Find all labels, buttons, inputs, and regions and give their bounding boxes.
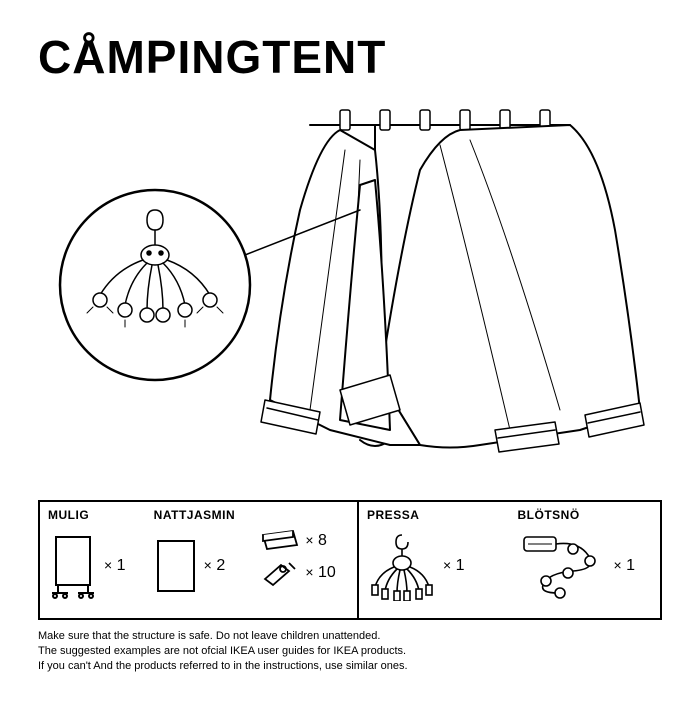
qty-text: × 8 xyxy=(305,532,327,550)
parts-col-nattjasmin: NATTJASMIN × 2 xyxy=(146,502,252,618)
part-label: MULIG xyxy=(48,508,138,522)
parts-col-pressa: PRESSA xyxy=(357,502,510,618)
rack-icon xyxy=(48,531,98,601)
qty-text: × 1 xyxy=(614,557,636,575)
parts-col-mulig: MULIG × 1 xyxy=(40,502,146,618)
product-title: CÅMPINGTENT xyxy=(38,30,386,84)
qty-text: × 2 xyxy=(204,557,226,575)
parts-panel: MULIG × 1 NATTJASMIN xyxy=(38,500,662,620)
qty-text: × 1 xyxy=(104,557,126,575)
footnote: Make sure that the structure is safe. Do… xyxy=(38,629,662,674)
instruction-page: CÅMPINGTENT xyxy=(10,10,690,690)
qty-text: × 10 xyxy=(305,564,335,582)
footnote-line: Make sure that the structure is safe. Do… xyxy=(38,629,662,644)
sheet-icon xyxy=(154,537,198,595)
main-illustration xyxy=(40,90,660,490)
part-label: BLÖTSNÖ xyxy=(518,508,653,522)
part-label: NATTJASMIN xyxy=(154,508,244,522)
peg-icon xyxy=(259,559,301,587)
footnote-line: If you can't And the products referred t… xyxy=(38,659,662,674)
lights-icon xyxy=(518,531,608,601)
hanger-icon xyxy=(367,531,437,601)
part-label: PRESSA xyxy=(367,508,502,522)
qty-text: × 1 xyxy=(443,557,465,575)
parts-col-books-pegs: × 8 × 10 xyxy=(251,502,357,618)
parts-col-blotsno: BLÖTSNÖ × 1 xyxy=(510,502,661,618)
footnote-line: The suggested examples are not ofcial IK… xyxy=(38,644,662,659)
book-icon xyxy=(259,527,301,555)
